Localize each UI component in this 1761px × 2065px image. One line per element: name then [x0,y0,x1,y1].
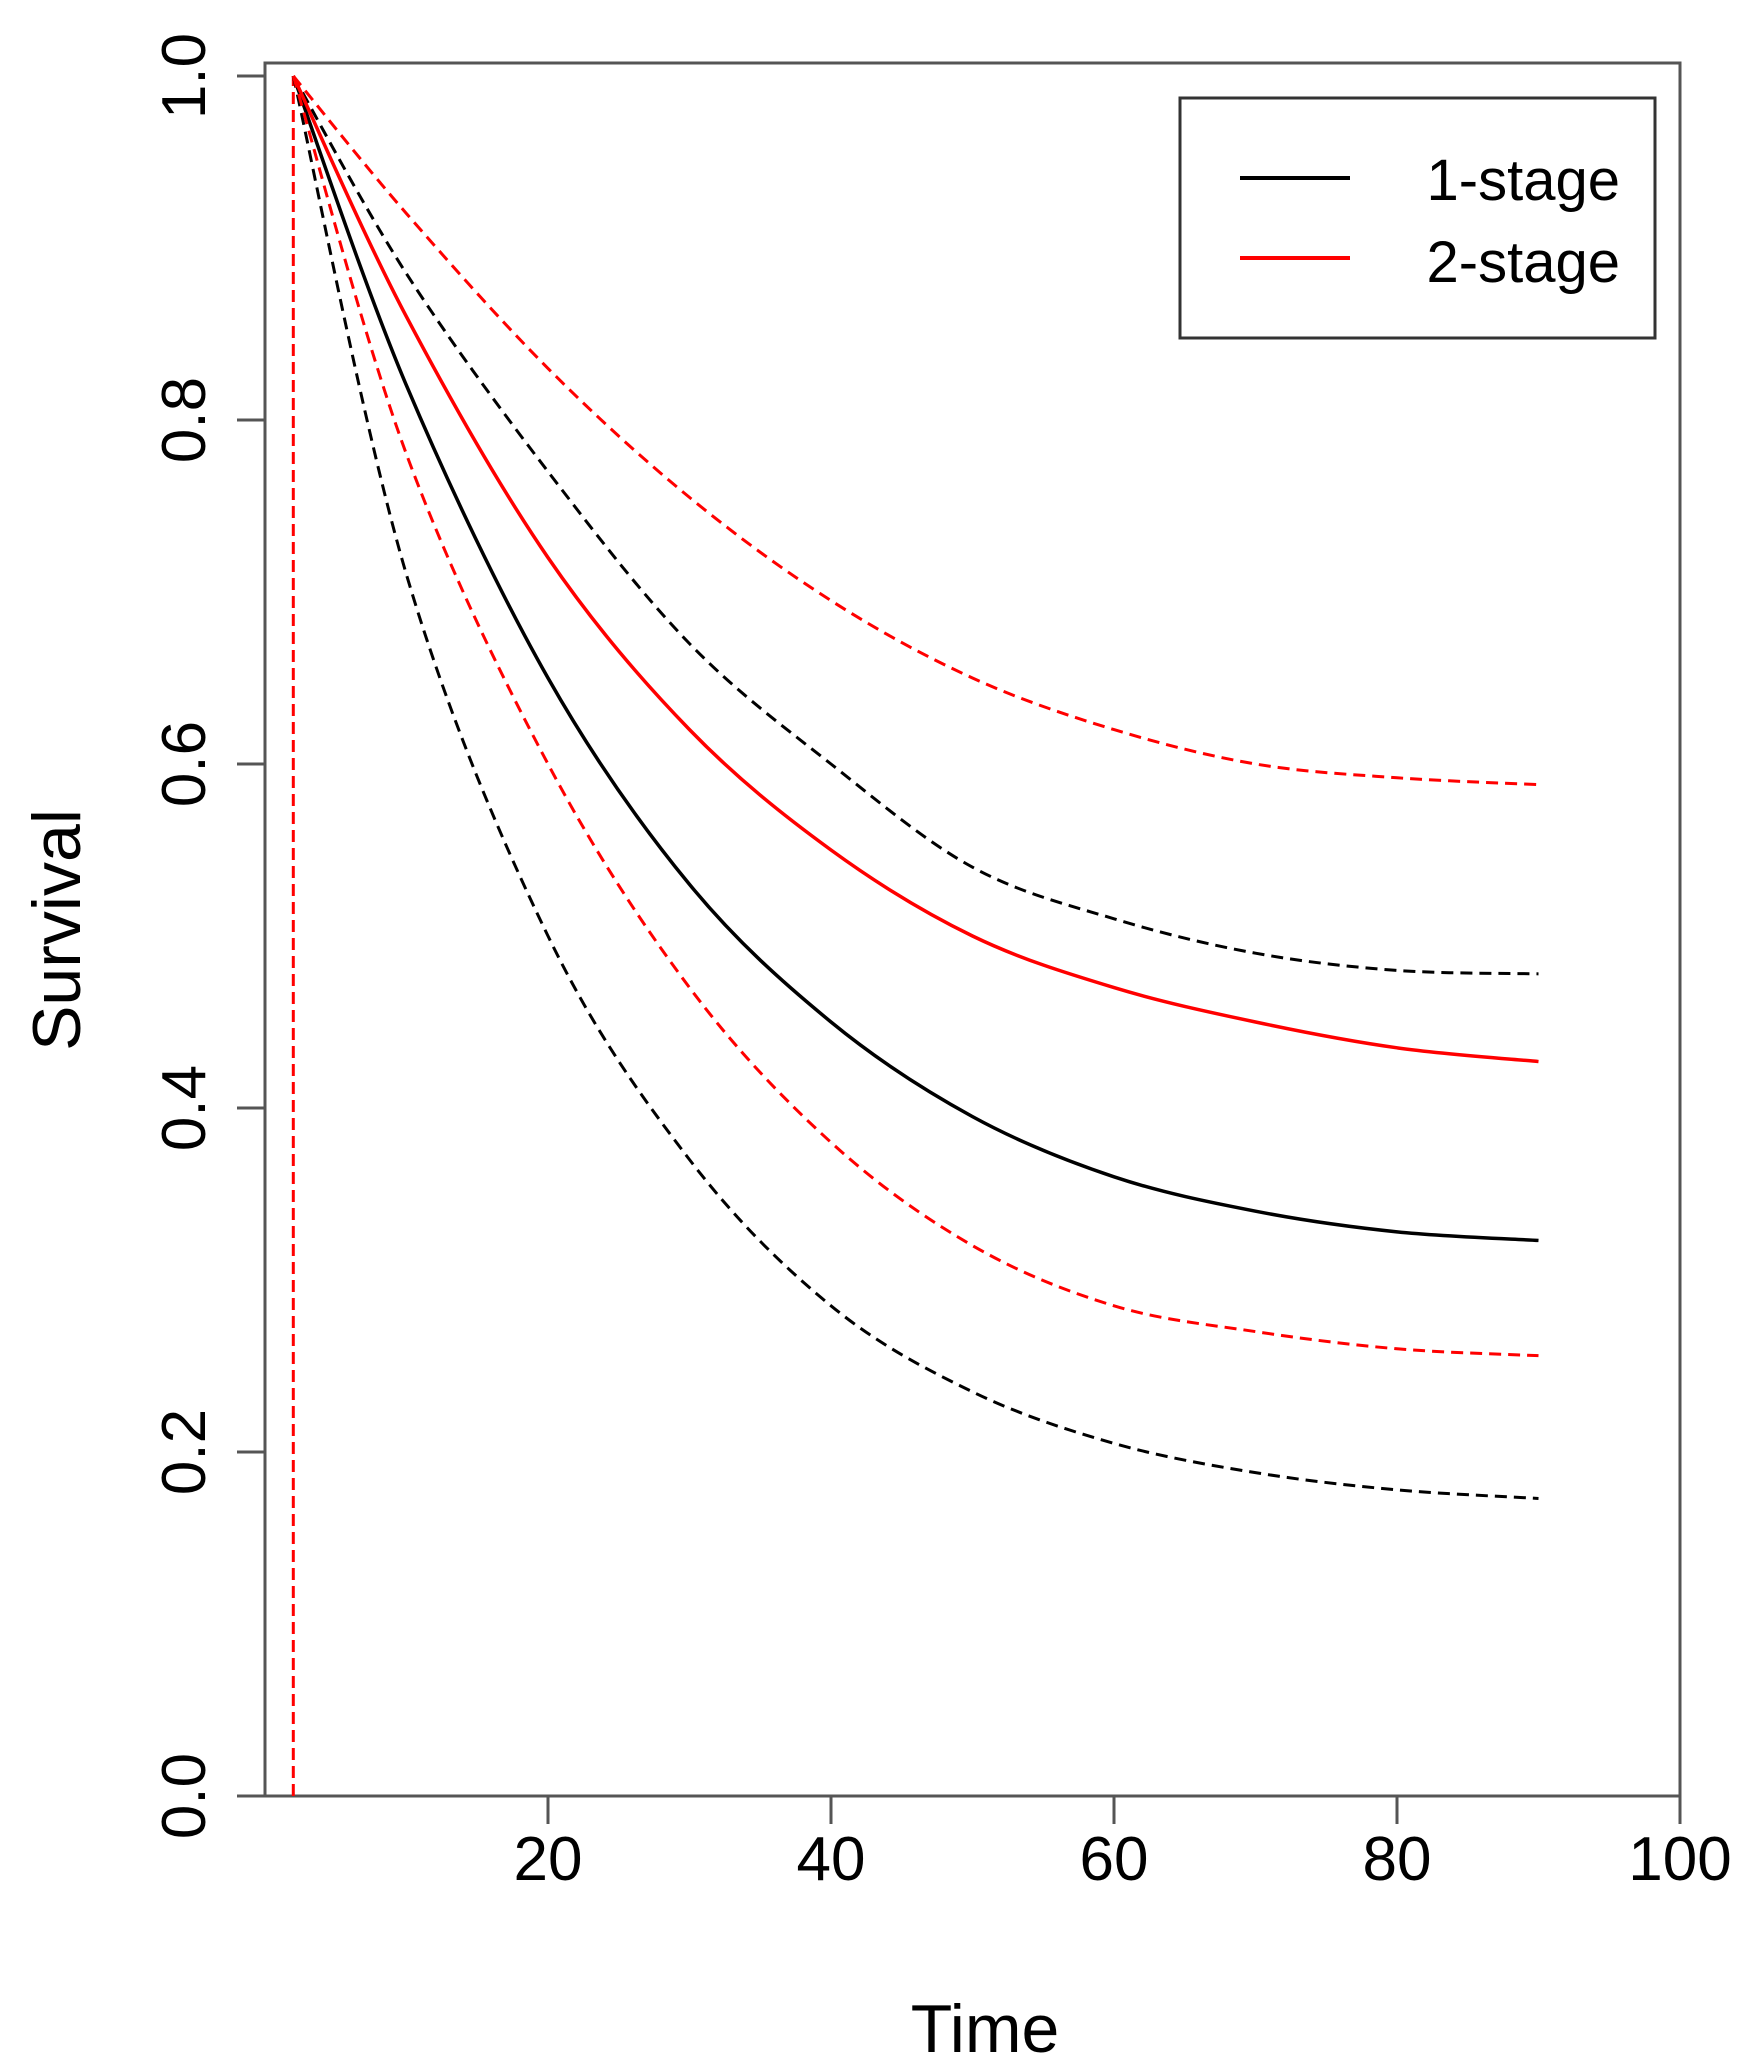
series-2-stage-lower [291,75,1539,1358]
series-1-stage [291,75,1539,1243]
legend-label-2-stage: 2-stage [1427,230,1620,295]
x-axis-label: Time [911,1991,1060,2065]
series-2-stage-upper [292,75,1539,787]
series-layer [291,75,1539,1796]
series-1-stage-lower [291,75,1539,1500]
legend-box [1178,96,1657,340]
x-tick-label: 100 [1628,1825,1731,1894]
y-tick-label: 0.6 [150,721,219,807]
y-axis: 0.0 0.2 0.4 0.6 0.8 1.0 [150,33,267,1839]
x-tick-label: 60 [1080,1825,1149,1894]
x-tick-label: 40 [797,1825,866,1894]
y-tick-label: 1.0 [150,33,219,119]
series-2-stage [291,75,1539,1064]
legend: 1-stage 2-stage [1178,96,1657,340]
y-tick-label: 0.8 [150,377,219,463]
y-tick-label: 0.4 [150,1065,219,1151]
x-tick-label: 20 [514,1825,583,1894]
x-axis: 20 40 60 80 100 [265,1794,1732,1894]
series-1-stage-upper [291,75,1539,976]
legend-label-1-stage: 1-stage [1427,148,1620,213]
y-axis-label: Survival [19,809,95,1051]
x-tick-label: 80 [1363,1825,1432,1894]
y-tick-label: 0.0 [150,1753,219,1839]
y-tick-label: 0.2 [150,1409,219,1495]
